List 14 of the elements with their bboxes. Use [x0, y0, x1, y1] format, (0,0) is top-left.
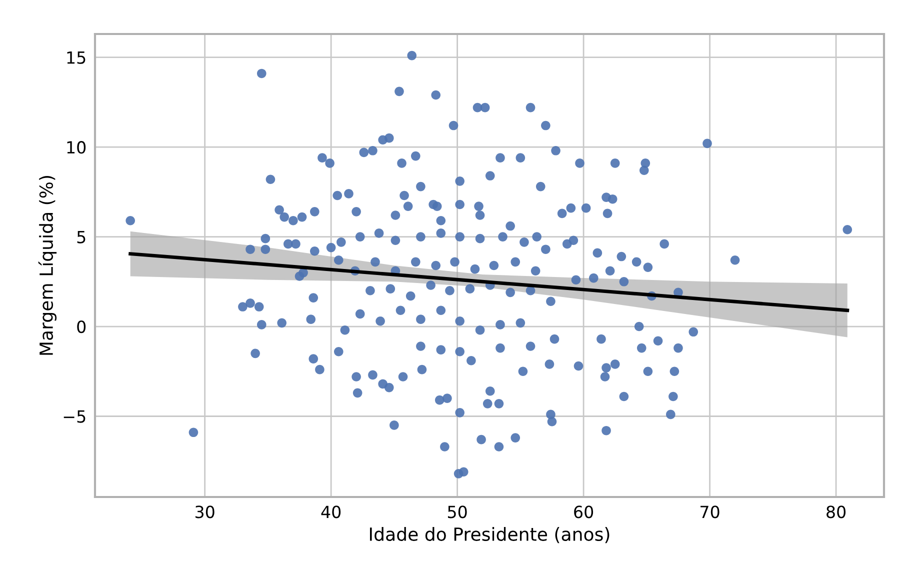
x-tick-label: 60: [574, 506, 594, 518]
y-tick-label: 10: [67, 141, 86, 154]
line-series: [128, 252, 850, 312]
y-tick-label: −5: [64, 410, 86, 423]
y-tick-label: 0: [77, 320, 86, 334]
x-tick-label: 50: [448, 506, 467, 518]
y-axis-title: Margem Líquida (%): [38, 176, 57, 355]
x-tick-label: 70: [700, 506, 720, 518]
x-tick-label: 80: [826, 506, 846, 518]
x-tick-label: 40: [321, 506, 341, 518]
y-tick-label: 5: [77, 230, 86, 244]
x-tick-label: 30: [195, 506, 214, 518]
x-axis-title: Idade do Presidente (anos): [370, 527, 610, 544]
y-tick-label: 15: [67, 52, 86, 64]
